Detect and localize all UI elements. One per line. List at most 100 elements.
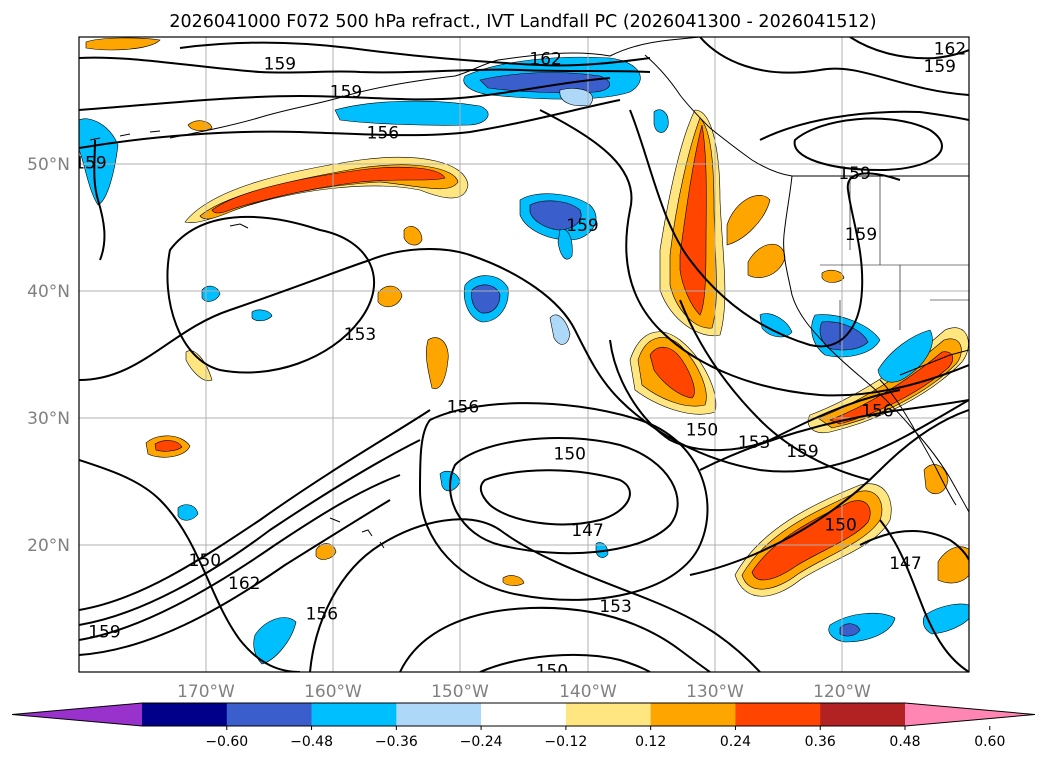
contour-label: 159 xyxy=(330,83,362,103)
coastline-baja xyxy=(879,379,957,506)
contour-153-right xyxy=(679,299,871,481)
colorbar: −0.60 −0.48 −0.36 −0.24 −0.12 0.12 0.24 0.36 0.4… xyxy=(11,702,1036,750)
ivt-negative-southeast-edge xyxy=(922,603,969,635)
contour-159-ne xyxy=(699,37,969,96)
contour-150-south xyxy=(689,409,969,576)
ivt-negative-small-8 xyxy=(759,313,793,338)
colorbar-tick-label: 0.24 xyxy=(720,734,751,750)
ivt-positive-small-6 xyxy=(937,546,969,584)
colorbar-bin xyxy=(650,703,736,726)
contour-150-right xyxy=(609,339,901,452)
ivt-positive-small-7 xyxy=(923,464,949,495)
contour-label: 159 xyxy=(264,55,296,75)
border-us-mexico xyxy=(899,349,969,376)
contour-147-se xyxy=(879,519,969,672)
contour-159-second xyxy=(79,77,611,111)
colorbar-tick-label: −0.12 xyxy=(544,734,587,750)
contour-153-sw xyxy=(79,439,421,626)
colorbar-bin xyxy=(735,703,821,726)
ivt-negative-west-edge xyxy=(79,118,119,206)
contour-159-mid xyxy=(629,109,901,348)
contour-label: 159 xyxy=(924,57,956,77)
contour-156-sw xyxy=(79,459,301,672)
y-axis: 20°N 30°N 40°N 50°N xyxy=(27,155,70,556)
contour-label: 150 xyxy=(824,516,856,536)
contour-label: 150 xyxy=(536,662,568,682)
contour-159-sw xyxy=(79,474,401,641)
colorbar-bin xyxy=(565,703,652,726)
ivt-negative-baja xyxy=(877,329,933,383)
x-tick-label: 160°W xyxy=(304,682,362,702)
contour-162-ne xyxy=(849,37,969,60)
coastline-panhandle xyxy=(644,54,793,177)
y-tick-label: 20°N xyxy=(27,536,70,556)
contour-156-inner xyxy=(166,215,376,374)
contour-label: 150 xyxy=(189,551,221,571)
colorbar-bin xyxy=(820,703,906,726)
contour-label: 153 xyxy=(738,433,770,453)
coastlines xyxy=(89,37,969,549)
ivt-positive-baja-plume-max xyxy=(751,500,871,581)
contour-162-north xyxy=(179,41,651,67)
colorbar-tick-label: 0.36 xyxy=(805,734,836,750)
contour-label: 156 xyxy=(306,605,338,625)
ivt-negative-coast-core xyxy=(819,321,869,351)
colorbar-bin xyxy=(142,703,228,726)
colorbar-tick-label: −0.48 xyxy=(290,734,333,750)
contour-label: 147 xyxy=(889,554,921,574)
refractivity-contours xyxy=(79,37,969,672)
colorbar-tick-label: 0.48 xyxy=(889,734,920,750)
x-tick-label: 170°W xyxy=(177,682,235,702)
x-tick-label: 140°W xyxy=(559,682,617,702)
ivt-negative-small-4 xyxy=(177,504,199,521)
ivt-negative-mid-pacific-core xyxy=(529,200,582,231)
contour-159-east-loop xyxy=(759,110,969,141)
coastline-alaska xyxy=(169,37,701,139)
ivt-positive-small-3 xyxy=(426,337,449,390)
y-tick-label: 30°N xyxy=(27,409,70,429)
ivt-positive-central-pacific-max xyxy=(649,347,695,399)
colorbar-bin xyxy=(481,703,567,726)
contour-label: 159 xyxy=(845,225,877,245)
ivt-negative-small-2 xyxy=(251,309,273,322)
colorbar-tick-label: −0.60 xyxy=(205,734,248,750)
border-states xyxy=(820,176,969,345)
contour-label: 162 xyxy=(228,574,260,594)
ivt-negative-band-north xyxy=(334,100,489,126)
contour-label: 150 xyxy=(686,420,718,440)
coastline-islands xyxy=(229,223,385,549)
ivt-negative-small-5 xyxy=(653,109,669,133)
y-tick-label: 40°N xyxy=(27,282,70,302)
ivt-positive-small-1-max xyxy=(154,440,183,452)
colorbar-bin xyxy=(226,703,313,726)
contour-label: 162 xyxy=(934,39,966,59)
x-tick-label: 130°W xyxy=(686,682,744,702)
contour-150-sw xyxy=(79,409,431,611)
ivt-positive-small-9 xyxy=(403,226,423,246)
colorbar-tick-label: −0.24 xyxy=(460,734,503,750)
ivt-negative-southwest xyxy=(253,617,297,665)
colorbar-outline xyxy=(11,702,1036,727)
contour-label: 159 xyxy=(566,216,598,236)
contour-label: 153 xyxy=(599,597,631,617)
colorbar-tick-label: 0.12 xyxy=(635,734,666,750)
colorbar-bin xyxy=(396,703,482,726)
map-frame xyxy=(78,36,970,673)
contour-150-ring xyxy=(449,437,679,555)
x-tick-label: 120°W xyxy=(813,682,871,702)
contour-159-north xyxy=(79,56,651,74)
contour-label: 153 xyxy=(344,325,376,345)
contour-147-ring xyxy=(479,469,631,526)
x-tick-label: 150°W xyxy=(431,682,489,702)
contour-label: 159 xyxy=(88,622,120,642)
contour-162-sw xyxy=(79,499,391,656)
x-axis: 170°W 160°W 150°W 140°W 130°W 120°W xyxy=(177,682,871,702)
filled-contours xyxy=(79,37,969,665)
ivt-negative-small-10 xyxy=(595,542,609,558)
ivt-positive-coastal-plume-max xyxy=(679,124,707,316)
contour-156-north xyxy=(79,99,621,149)
contour-159-east-loop-2 xyxy=(793,117,943,172)
colorbar-extend-low xyxy=(12,703,142,726)
